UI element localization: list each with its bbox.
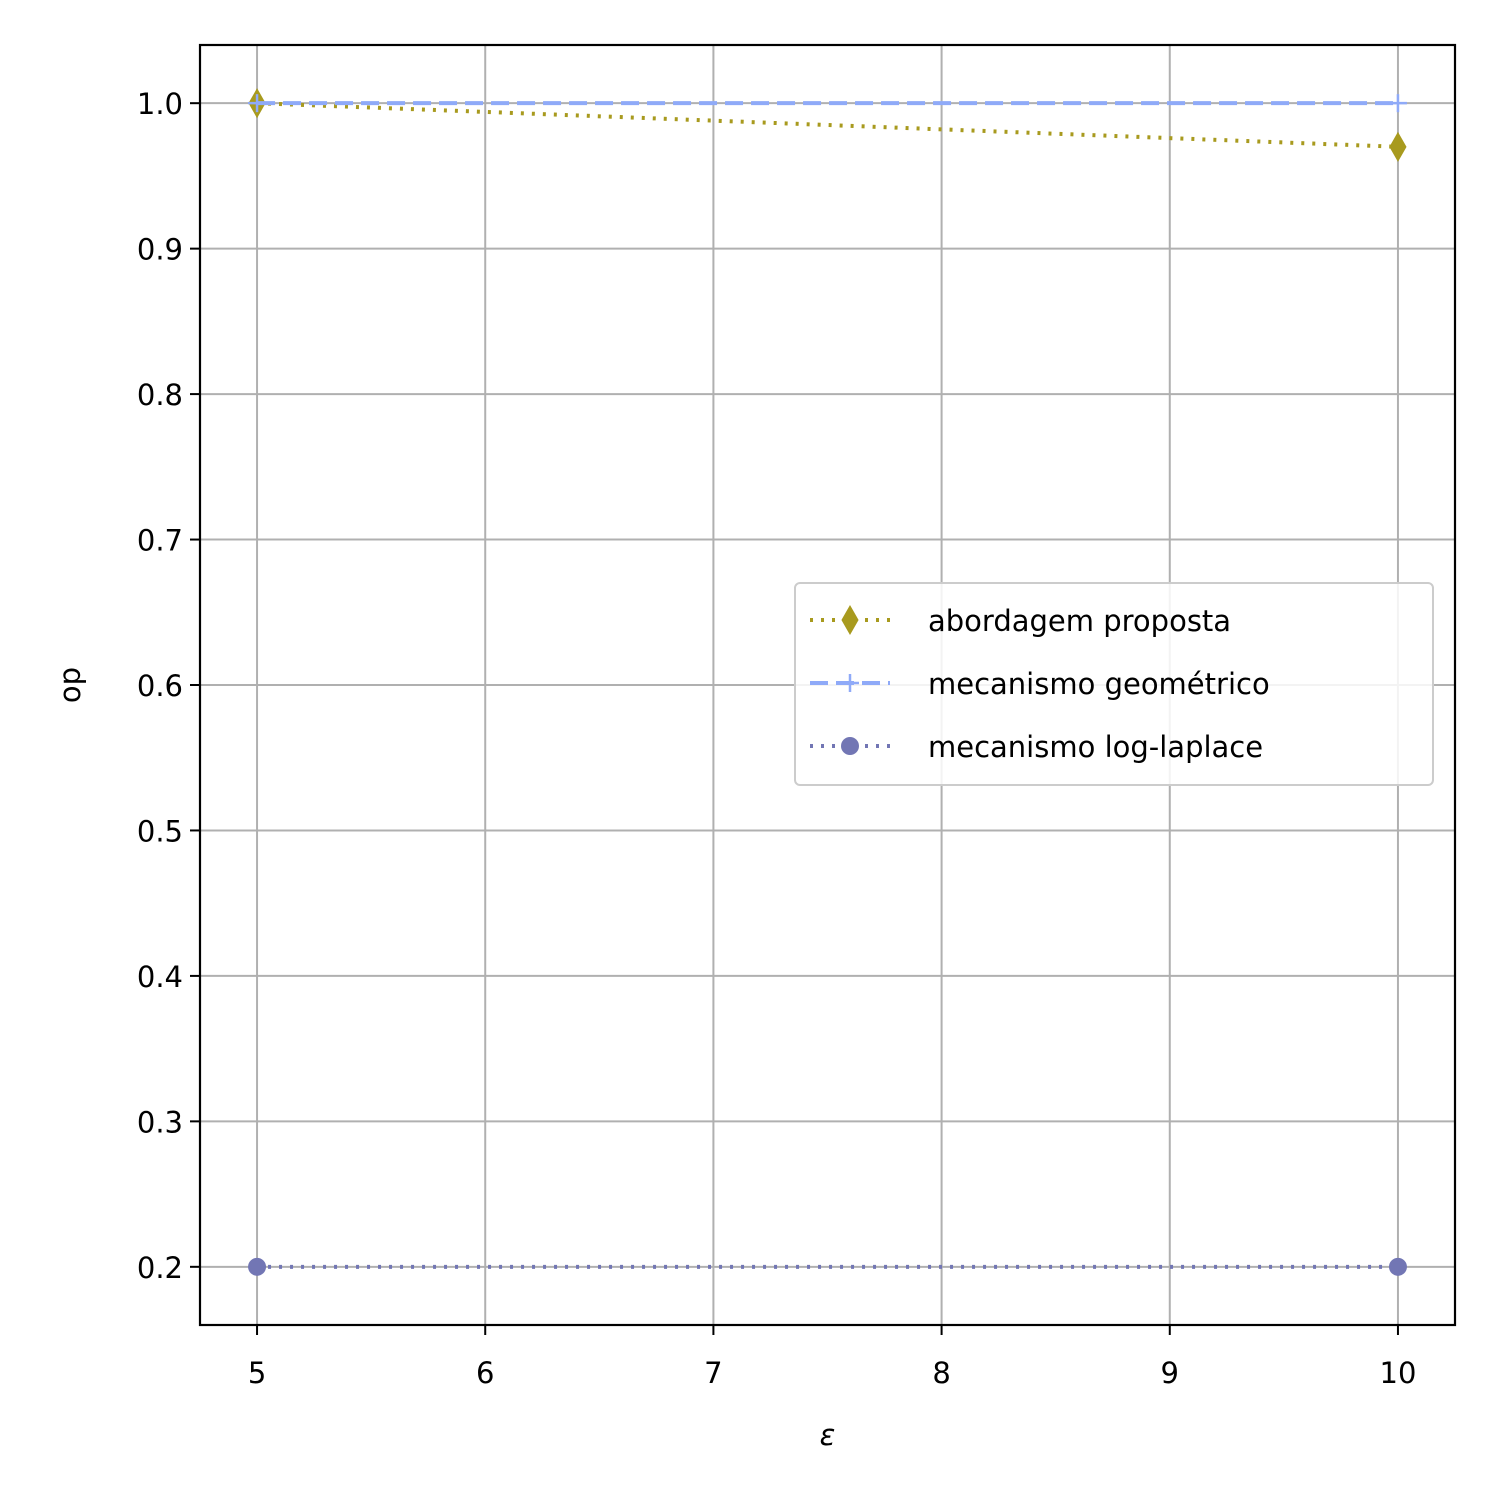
x-tick-label: 7 (704, 1356, 722, 1390)
y-tick-label: 1.0 (137, 87, 183, 121)
series-lines (248, 88, 1407, 1276)
legend-label: mecanismo geométrico (928, 667, 1270, 701)
series-1-point (1388, 94, 1407, 113)
y-tick-label: 0.9 (137, 233, 183, 267)
y-tick-label: 0.6 (137, 669, 183, 703)
legend-swatch-marker (841, 604, 859, 636)
y-tick-label: 0.3 (137, 1105, 183, 1139)
legend-label: abordagem proposta (928, 604, 1231, 638)
y-tick-label: 0.8 (137, 378, 183, 412)
x-tick-label: 10 (1380, 1356, 1417, 1390)
legend-swatch-marker (841, 674, 859, 692)
series-1-point (248, 94, 267, 113)
series-line-0 (256, 101, 1399, 149)
x-tick-label: 5 (248, 1356, 266, 1390)
axis-ticks: 5 6 7 8 9 10 0.2 0.3 0.4 0.5 0.6 0.7 0.8 0.9 1.0 (137, 87, 1417, 1390)
y-axis-label: op (53, 667, 87, 703)
y-tick-label: 0.7 (137, 524, 183, 558)
series-2-point (1388, 1257, 1407, 1276)
x-tick-label: 9 (1161, 1356, 1179, 1390)
y-tick-label: 0.5 (137, 814, 183, 848)
legend-swatch-marker (841, 737, 859, 755)
series-0-point (1389, 131, 1407, 162)
x-tick-label: 8 (932, 1356, 950, 1390)
legend-label: mecanismo log-laplace (928, 730, 1263, 764)
x-axis-label: ε (820, 1418, 836, 1452)
series-2-point (248, 1257, 267, 1276)
y-tick-label: 0.2 (137, 1251, 183, 1285)
y-tick-label: 0.4 (137, 960, 183, 994)
x-tick-label: 6 (476, 1356, 494, 1390)
legend-box (794, 582, 1434, 786)
legend: abordagem proposta mecanismo geométrico me… (794, 582, 1434, 786)
